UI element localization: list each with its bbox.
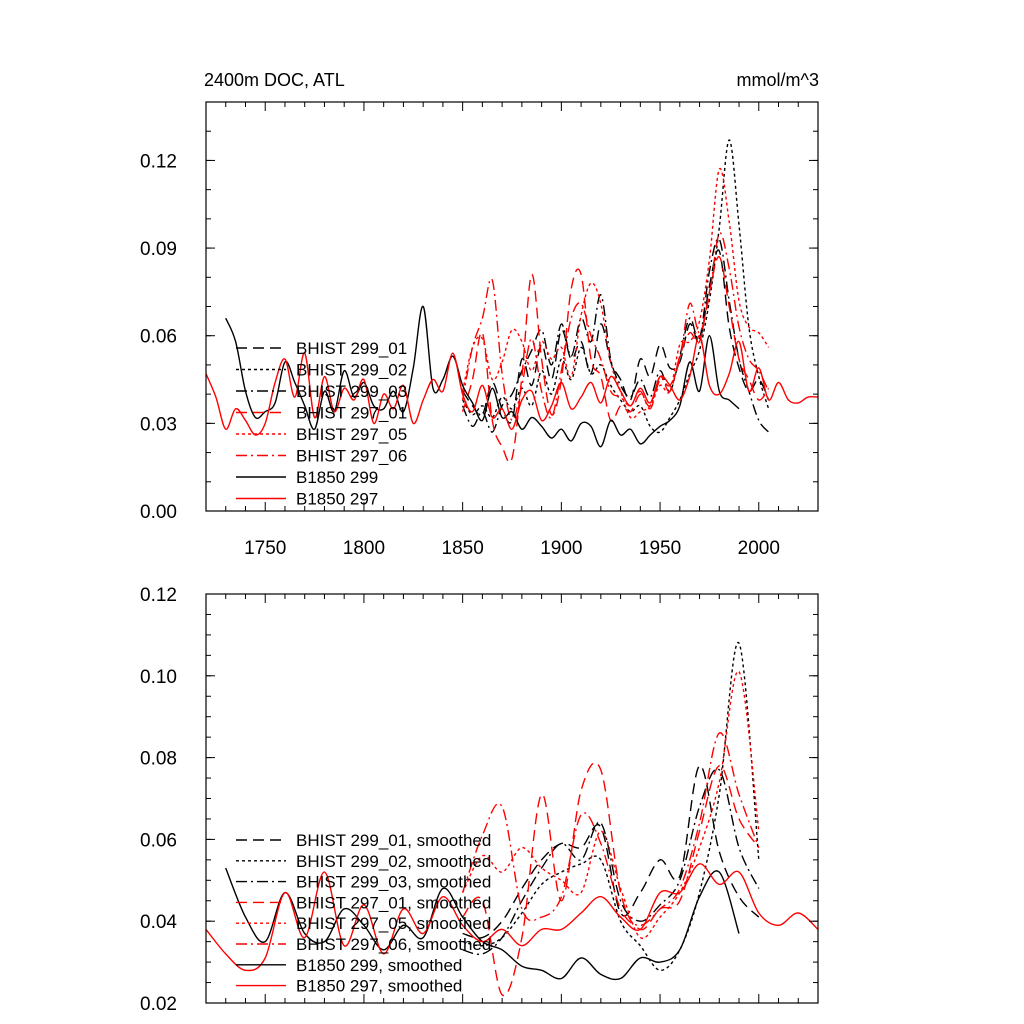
- bottom-series-line-bhist-297-01-smoothed: [462, 762, 760, 997]
- top-chart-units: mmol/m^3: [737, 70, 819, 90]
- top-chart-title: 2400m DOC, ATL: [204, 70, 345, 90]
- bottom-series-lines: [205, 642, 819, 997]
- bottom-series-line-bhist-297-06-smoothed: [461, 732, 760, 926]
- bottom-legend-label-bhist-299-01-smoothed: BHIST 299_01, smoothed: [296, 831, 491, 850]
- top-series-line-bhist-299-01: [462, 249, 770, 424]
- top-series-line-bhist-297-01: [461, 256, 770, 464]
- top-legend-label-bhist-297-05: BHIST 297_05: [296, 425, 407, 444]
- top-legend-label-b1850-297: B1850 297: [296, 490, 378, 509]
- bottom-series-line-bhist-299-02-smoothed: [462, 642, 760, 972]
- bottom-legend: BHIST 299_01, smoothed BHIST 299_02, smoo…: [236, 831, 491, 996]
- top-y-tick-label: 0.09: [140, 239, 177, 260]
- top-x-tick-label: 1750: [244, 538, 286, 559]
- top-x-tick-label: 2000: [738, 538, 780, 559]
- top-series-lines: [205, 139, 819, 464]
- bottom-axis-ticks: 0.02 0.04 0.06 0.08 0.10 0.12: [140, 585, 819, 1015]
- top-legend-label-bhist-299-03: BHIST 299_03: [296, 382, 407, 401]
- top-panel: 2400m DOC, ATL mmol/m^3 1750 1800 1850 1900…: [140, 70, 819, 559]
- top-legend-label-bhist-299-01: BHIST 299_01: [296, 339, 407, 358]
- bottom-legend-label-b1850-297-smoothed: B1850 297, smoothed: [296, 977, 462, 996]
- bottom-panel: 0.02 0.04 0.06 0.08 0.10 0.12 BHIST 299_01, s…: [140, 585, 819, 1015]
- bottom-legend-label-bhist-297-01-smoothed: BHIST 297_01, smoothed: [296, 893, 491, 912]
- bottom-y-tick-label: 0.06: [140, 830, 177, 851]
- top-series-line-bhist-299-02: [462, 139, 770, 434]
- bottom-series-line-bhist-299-03-smoothed: [462, 768, 760, 956]
- top-y-tick-label: 0.00: [140, 502, 177, 523]
- top-x-tick-label: 1950: [639, 538, 681, 559]
- bottom-y-tick-label: 0.04: [140, 912, 177, 933]
- top-x-tick-label: 1850: [442, 538, 484, 559]
- top-legend-label-bhist-297-01: BHIST 297_01: [296, 404, 407, 423]
- top-y-tick-label: 0.12: [140, 151, 177, 172]
- top-legend-label-bhist-299-02: BHIST 299_02: [296, 361, 407, 380]
- bottom-legend-label-bhist-297-06-smoothed: BHIST 297_06, smoothed: [296, 935, 491, 954]
- bottom-y-tick-label: 0.10: [140, 667, 177, 688]
- top-y-tick-label: 0.06: [140, 327, 177, 348]
- top-legend-label-b1850-299: B1850 299: [296, 468, 378, 487]
- bottom-legend-label-bhist-299-02-smoothed: BHIST 299_02, smoothed: [296, 852, 491, 871]
- top-legend-label-bhist-297-06: BHIST 297_06: [296, 447, 407, 466]
- top-y-tick-label: 0.03: [140, 414, 177, 435]
- bottom-series-line-bhist-299-01-smoothed: [462, 765, 760, 939]
- bottom-series-line-b1850-297-smoothed: [205, 863, 819, 972]
- top-axis-ticks: 1750 1800 1850 1900 1950 2000 0.00 0.03 0.06 0.09…: [140, 101, 819, 559]
- bottom-legend-label-bhist-299-03-smoothed: BHIST 299_03, smoothed: [296, 873, 491, 892]
- top-series-line-bhist-297-06: [461, 232, 770, 422]
- top-series-line-bhist-299-03: [461, 237, 770, 433]
- bottom-y-tick-label: 0.08: [140, 749, 177, 770]
- top-series-line-bhist-297-05: [461, 167, 770, 420]
- top-x-tick-label: 1800: [343, 538, 385, 559]
- top-series-line-b1850-297: [205, 334, 819, 436]
- bottom-legend-label-b1850-299-smoothed: B1850 299, smoothed: [296, 956, 462, 975]
- bottom-legend-label-bhist-297-05-smoothed: BHIST 297_05, smoothed: [296, 914, 491, 933]
- top-legend: BHIST 299_01 BHIST 299_02 BHIST 299_03 BHIS…: [236, 339, 407, 509]
- bottom-series-line-bhist-297-05-smoothed: [461, 670, 760, 940]
- top-series-line-b1850-299: [225, 305, 740, 448]
- bottom-y-tick-label: 0.02: [140, 994, 177, 1015]
- top-x-tick-label: 1900: [540, 538, 582, 559]
- bottom-y-tick-label: 0.12: [140, 585, 177, 606]
